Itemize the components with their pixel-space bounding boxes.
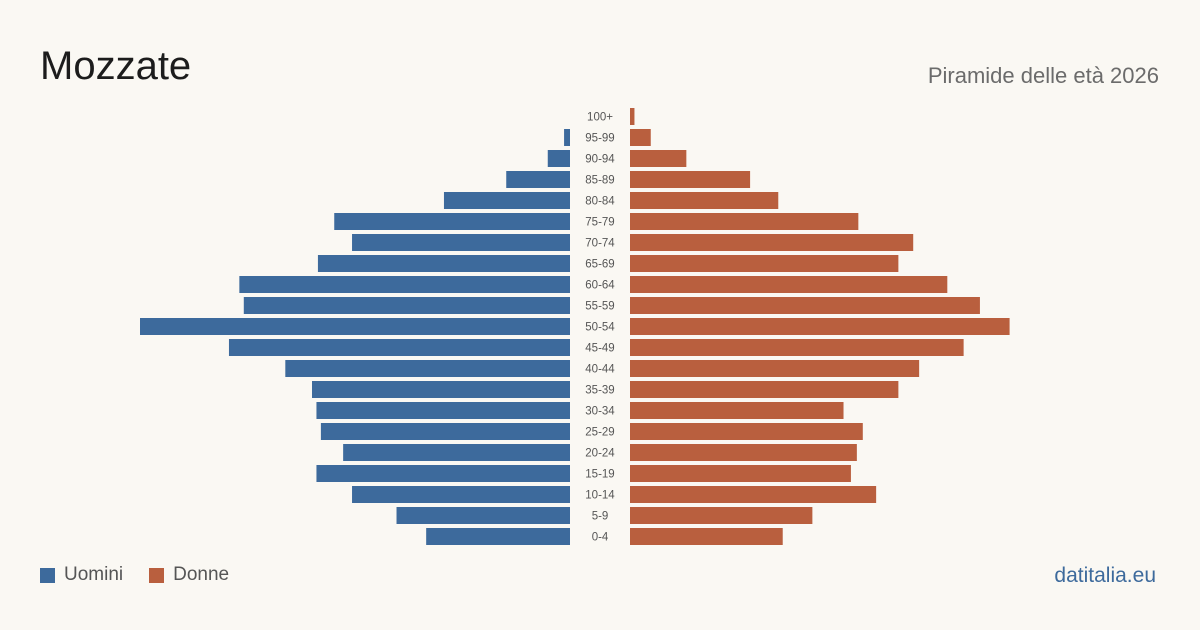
bar-women-30-34: [630, 402, 844, 419]
bar-women-70-74: [630, 234, 914, 251]
bar-men-50-54: [140, 318, 570, 335]
bar-men-0-4: [426, 528, 570, 545]
bar-men-85-89: [506, 171, 570, 188]
bar-women-0-4: [630, 528, 783, 545]
age-label-0-4: 0-4: [592, 532, 609, 544]
bar-men-55-59: [243, 297, 571, 314]
bar-women-50-54: [630, 318, 1010, 335]
bar-men-40-44: [285, 360, 570, 377]
chart-legend: Uomini Donne: [40, 564, 255, 586]
age-label-25-29: 25-29: [585, 427, 614, 439]
bar-women-25-29: [630, 423, 863, 440]
brand-link[interactable]: datitalia.eu: [1054, 564, 1156, 587]
age-label-70-74: 70-74: [585, 238, 615, 250]
age-label-65-69: 65-69: [585, 259, 614, 271]
age-label-90-94: 90-94: [585, 154, 615, 166]
bar-women-40-44: [630, 360, 920, 377]
bar-men-15-19: [316, 465, 570, 482]
bar-women-90-94: [630, 150, 687, 167]
bar-men-5-9: [396, 507, 570, 524]
age-label-40-44: 40-44: [585, 364, 615, 376]
bar-women-5-9: [630, 507, 813, 524]
bar-men-30-34: [316, 402, 570, 419]
age-label-35-39: 35-39: [585, 385, 614, 397]
age-label-30-34: 30-34: [585, 406, 615, 418]
bar-women-75-79: [630, 213, 859, 230]
legend-item-men: Uomini: [40, 564, 123, 586]
age-label-50-54: 50-54: [585, 322, 615, 334]
age-label-95-99: 95-99: [585, 133, 614, 145]
bar-women-60-64: [630, 276, 948, 293]
age-label-5-9: 5-9: [592, 511, 609, 523]
bar-women-35-39: [630, 381, 899, 398]
age-label-45-49: 45-49: [585, 343, 614, 355]
bar-men-45-49: [228, 339, 570, 356]
bar-women-10-14: [630, 486, 877, 503]
bar-women-100plus: [630, 108, 635, 125]
age-label-75-79: 75-79: [585, 217, 614, 229]
bar-men-65-69: [317, 255, 570, 272]
bar-women-85-89: [630, 171, 751, 188]
age-label-100plus: 100+: [587, 112, 613, 124]
bar-men-20-24: [343, 444, 570, 461]
legend-label-women: Donne: [173, 564, 230, 585]
bar-men-95-99: [564, 129, 570, 146]
bar-women-95-99: [630, 129, 651, 146]
bar-men-10-14: [352, 486, 570, 503]
legend-swatch-men: [40, 567, 55, 583]
bar-women-65-69: [630, 255, 899, 272]
bar-women-55-59: [630, 297, 980, 314]
legend-swatch-women: [149, 567, 165, 583]
bar-men-60-64: [239, 276, 570, 293]
age-label-15-19: 15-19: [585, 469, 614, 481]
age-label-80-84: 80-84: [585, 196, 615, 208]
age-label-20-24: 20-24: [585, 448, 615, 460]
bar-men-70-74: [352, 234, 570, 251]
bar-women-80-84: [630, 192, 779, 209]
bar-men-25-29: [320, 423, 570, 440]
bar-women-15-19: [630, 465, 851, 482]
chart-subtitle: Piramide delle età 2026: [927, 63, 1159, 88]
bar-men-75-79: [334, 213, 570, 230]
bar-men-35-39: [312, 381, 570, 398]
legend-label-men: Uomini: [64, 564, 124, 585]
page-title: Mozzate: [40, 44, 192, 88]
legend-item-women: Donne: [149, 564, 229, 586]
bar-men-80-84: [443, 192, 570, 209]
age-label-55-59: 55-59: [585, 301, 614, 313]
age-label-10-14: 10-14: [585, 490, 615, 502]
bar-men-90-94: [547, 150, 570, 167]
bar-women-20-24: [630, 444, 857, 461]
age-label-85-89: 85-89: [585, 175, 614, 187]
age-label-60-64: 60-64: [585, 280, 615, 292]
bar-women-45-49: [630, 339, 964, 356]
